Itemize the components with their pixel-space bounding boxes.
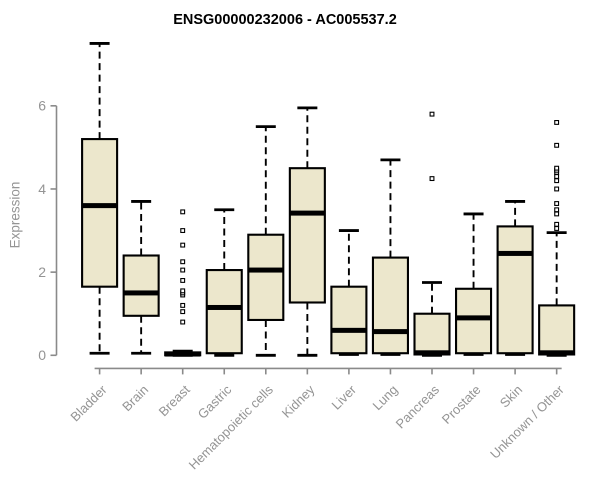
- outlier-breast: [180, 278, 186, 283]
- median-pancreas: [414, 350, 450, 356]
- outlier-unknown-other: [554, 211, 560, 217]
- median-skin: [497, 250, 533, 256]
- outlier-pancreas: [429, 111, 435, 117]
- x-tick-label-unknown-other: Unknown / Other: [487, 382, 567, 462]
- x-tick-label-bladder: Bladder: [67, 382, 110, 425]
- outlier-breast: [180, 209, 186, 215]
- x-tick-label-gastric: Gastric: [195, 382, 235, 422]
- box-brain: [122, 254, 160, 317]
- box-skin: [496, 225, 534, 355]
- box-gastric: [205, 269, 243, 355]
- median-bladder: [82, 203, 118, 209]
- x-tick-label-pancreas: Pancreas: [393, 382, 443, 432]
- median-kidney: [289, 210, 325, 216]
- x-tick-label-brain: Brain: [119, 382, 151, 414]
- box-pancreas: [413, 312, 451, 356]
- outlier-breast: [180, 228, 186, 234]
- x-tick-label-kidney: Kidney: [279, 382, 318, 421]
- outlier-unknown-other: [554, 174, 560, 179]
- y-tick-label: 6: [38, 98, 46, 114]
- x-tick-label-skin: Skin: [497, 382, 525, 410]
- y-tick-label: 2: [38, 264, 46, 280]
- median-lung: [372, 329, 408, 335]
- outlier-breast: [180, 242, 186, 248]
- box-lung: [371, 256, 410, 355]
- outlier-pancreas: [429, 176, 435, 182]
- box-prostate: [454, 287, 493, 355]
- box-hematopoietic-cells: [247, 233, 285, 322]
- box-liver: [330, 285, 368, 355]
- outlier-unknown-other: [554, 226, 560, 231]
- x-tick-label-liver: Liver: [328, 382, 359, 413]
- outlier-unknown-other: [554, 120, 560, 125]
- outlier-breast: [180, 309, 186, 315]
- median-unknown-other: [539, 350, 575, 356]
- box-bladder: [81, 138, 119, 288]
- y-tick-label: 4: [38, 181, 46, 197]
- x-tick-label-lung: Lung: [370, 382, 401, 413]
- outlier-breast: [180, 259, 186, 265]
- median-breast: [165, 351, 201, 357]
- outlier-unknown-other: [554, 221, 560, 227]
- outlier-unknown-other: [554, 165, 560, 171]
- outlier-unknown-other: [554, 178, 560, 184]
- outlier-breast: [180, 302, 186, 308]
- box-kidney: [288, 167, 326, 304]
- median-gastric: [206, 304, 242, 310]
- outlier-breast: [180, 267, 186, 273]
- median-prostate: [456, 315, 492, 321]
- median-liver: [331, 327, 367, 333]
- outlier-breast: [180, 288, 186, 294]
- box-unknown-other: [538, 304, 576, 356]
- x-tick-label-prostate: Prostate: [439, 382, 484, 427]
- chart-title: ENSG00000232006 - AC005537.2: [173, 12, 397, 28]
- median-brain: [123, 290, 159, 296]
- outlier-unknown-other: [554, 186, 560, 192]
- y-tick-label: 0: [38, 347, 46, 363]
- outlier-unknown-other: [554, 142, 560, 148]
- outlier-unknown-other: [554, 201, 560, 206]
- x-tick-label-breast: Breast: [156, 382, 193, 419]
- outlier-unknown-other: [554, 207, 560, 213]
- outlier-breast: [180, 319, 186, 325]
- median-hematopoietic-cells: [248, 267, 284, 273]
